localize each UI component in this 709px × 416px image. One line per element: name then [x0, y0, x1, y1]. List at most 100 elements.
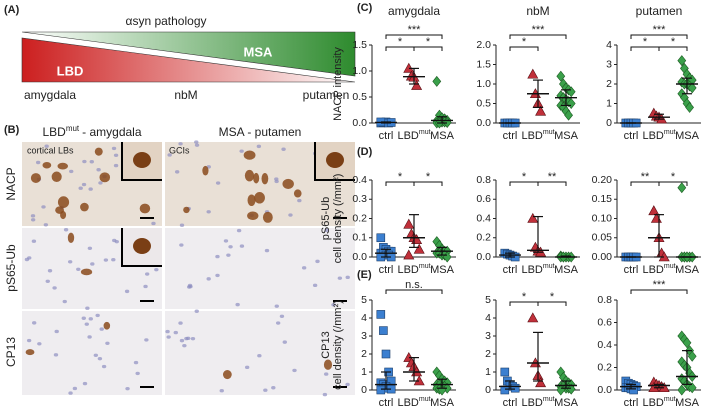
sig-bracket — [630, 289, 688, 294]
nucleus — [63, 228, 69, 232]
sig-label: * — [522, 171, 527, 183]
nucleus — [101, 364, 107, 369]
stained-cell — [282, 178, 294, 189]
nucleus — [72, 386, 78, 391]
point — [687, 350, 697, 362]
x-tick-sup: mut — [419, 263, 431, 270]
nucleus — [82, 159, 87, 164]
nucleus — [88, 187, 93, 191]
point — [411, 79, 423, 90]
y-tick-label: 4 — [485, 312, 491, 324]
nucleus — [31, 239, 37, 243]
x-tick-sup: mut — [664, 129, 676, 136]
panel-letter: (A) — [4, 4, 20, 16]
x-tick-label: MSA — [554, 264, 579, 276]
pathology-label: αsyn pathology — [126, 14, 207, 28]
y-tick-label: 0.5 — [476, 97, 491, 109]
x-tick-label: MSA — [430, 130, 455, 142]
nucleus — [151, 221, 156, 226]
stained-cell — [183, 206, 190, 214]
y-tick-label: 0.4 — [597, 339, 612, 351]
nucleus — [178, 142, 183, 146]
point — [500, 385, 510, 395]
point — [379, 326, 388, 335]
nucleus — [282, 340, 287, 344]
sig-label: ** — [548, 171, 557, 183]
nucleus — [194, 309, 199, 313]
y-tick-label: 0.1 — [352, 232, 367, 244]
y-tick-label: 0 — [361, 384, 367, 396]
x-tick-label: LBDmut — [521, 396, 554, 409]
stained-cell — [30, 173, 41, 183]
point — [648, 205, 660, 216]
y-tick-label: 0.8 — [597, 294, 612, 306]
nucleus — [165, 329, 170, 334]
x-tick-part: LBD — [642, 264, 663, 276]
x-tick-label: ctrl — [503, 397, 518, 409]
nucleus — [53, 353, 59, 357]
nucleus — [274, 304, 279, 308]
nucleus — [228, 245, 233, 249]
stained-cell — [222, 370, 232, 380]
point — [687, 82, 697, 94]
nucleus — [96, 168, 101, 172]
y-tick-label: 2 — [606, 78, 612, 90]
y-tick-label: 2 — [361, 348, 367, 360]
nucleus — [62, 299, 67, 304]
nucleus — [135, 371, 140, 376]
stained-cell — [57, 162, 68, 170]
nucleus — [292, 368, 297, 373]
region-label: amygdala — [24, 88, 76, 102]
header-part: LBD — [42, 125, 66, 139]
nucleus — [178, 321, 183, 325]
stained-cell — [60, 210, 67, 220]
nucleus — [219, 389, 224, 393]
nucleus — [111, 146, 117, 151]
x-tick-part: LBD — [642, 130, 663, 142]
nucleus — [345, 382, 350, 387]
nucleus — [323, 372, 329, 376]
x-tick-label: LBDmut — [521, 263, 554, 276]
stained-cell — [254, 192, 265, 204]
y-tick-label: 4 — [361, 312, 367, 324]
y-axis-label: cell density (/mm²) — [332, 300, 344, 390]
y-tick-label: 0.0 — [352, 117, 367, 129]
nucleus — [236, 228, 242, 233]
nucleus — [167, 153, 172, 157]
y-tick-label: 0.6 — [476, 193, 491, 205]
x-tick-label: ctrl — [379, 130, 394, 142]
micrograph — [22, 311, 162, 395]
sig-bracket — [509, 34, 567, 39]
nucleus — [81, 316, 86, 320]
y-tick-label: 0.5 — [352, 91, 367, 103]
point — [535, 105, 547, 116]
stained-cell — [253, 172, 260, 184]
nucleus — [67, 260, 73, 264]
y-tick-label: 1.0 — [352, 65, 367, 77]
x-tick-label: ctrl — [503, 130, 518, 142]
nucleus — [76, 267, 81, 272]
sig-label: * — [426, 36, 431, 48]
y-tick-label: 1.0 — [476, 78, 491, 90]
stained-cell — [262, 211, 273, 223]
y-tick-label: 0.00 — [592, 251, 613, 263]
x-tick-label: ctrl — [503, 264, 518, 276]
nucleus — [173, 330, 178, 335]
nucleus — [206, 210, 211, 214]
y-tick-label: 1.5 — [352, 39, 367, 51]
x-tick-label: LBDmut — [397, 396, 430, 409]
lbd-label: LBD — [57, 63, 84, 78]
point — [677, 55, 687, 67]
y-tick-label: 3 — [361, 330, 367, 342]
point — [566, 383, 576, 395]
sig-label: * — [671, 171, 676, 183]
y-axis-label: CP13 — [320, 331, 332, 359]
nucleus — [206, 277, 211, 281]
point — [413, 243, 425, 254]
sig-bracket — [385, 289, 443, 294]
nucleus — [30, 214, 36, 218]
nucleus — [95, 313, 100, 318]
nucleus — [182, 343, 187, 348]
nucleus — [143, 284, 148, 289]
micrograph — [165, 228, 355, 309]
